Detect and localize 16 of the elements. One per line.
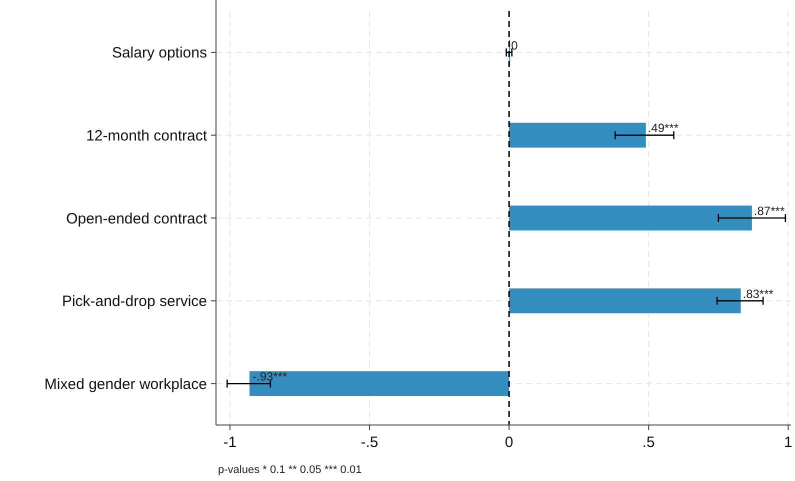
y-tick-label: 12-month contract — [86, 127, 208, 144]
x-tick-label: -.5 — [360, 434, 378, 451]
data-label: .87*** — [754, 204, 785, 218]
x-tick-label: 1 — [784, 434, 792, 451]
data-label: .49*** — [648, 121, 679, 136]
text: p-values * 0.1 ** 0.05 *** 0.01 — [218, 464, 362, 476]
y-tick-label: Open-ended contract — [66, 210, 208, 228]
x-tick-label: .5 — [642, 434, 655, 451]
data-label: 0 — [511, 38, 518, 52]
y-tick-label: Mixed gender workplace — [44, 376, 207, 393]
y-tick-label: Salary options — [112, 44, 207, 62]
x-tick-label: 0 — [504, 434, 514, 451]
y-tick-label: Pick-and-drop service — [62, 293, 207, 310]
x-tick-label: -1 — [223, 434, 237, 451]
data-label: -.93*** — [252, 370, 288, 384]
data-label: .83*** — [742, 286, 774, 301]
